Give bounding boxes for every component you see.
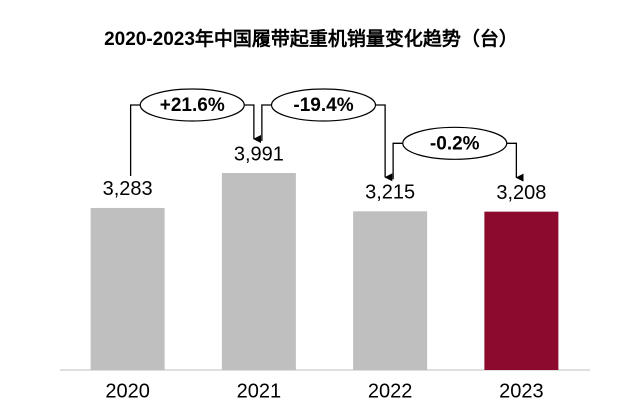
x-tick-label: 2022 (368, 380, 413, 402)
x-tick-label: 2023 (499, 380, 544, 402)
change-label: +21.6% (160, 95, 225, 116)
chart-title: 2020-2023年中国履带起重机销量变化趋势（台） (104, 27, 518, 50)
x-tick-label: 2020 (105, 380, 150, 402)
bar (90, 207, 165, 370)
bar (353, 211, 428, 370)
value-label: 3,991 (234, 143, 284, 165)
change-bubble (402, 126, 508, 160)
change-bubble (270, 88, 377, 122)
change-label: -0.2% (430, 133, 480, 154)
x-tick-label: 2021 (237, 380, 282, 402)
change-bubble (139, 88, 245, 122)
value-label: 3,283 (103, 178, 153, 200)
bar (221, 173, 296, 370)
value-label: 3,208 (496, 182, 546, 204)
change-label: -19.4% (293, 95, 353, 116)
bar (484, 211, 559, 370)
value-label: 3,215 (365, 182, 415, 204)
